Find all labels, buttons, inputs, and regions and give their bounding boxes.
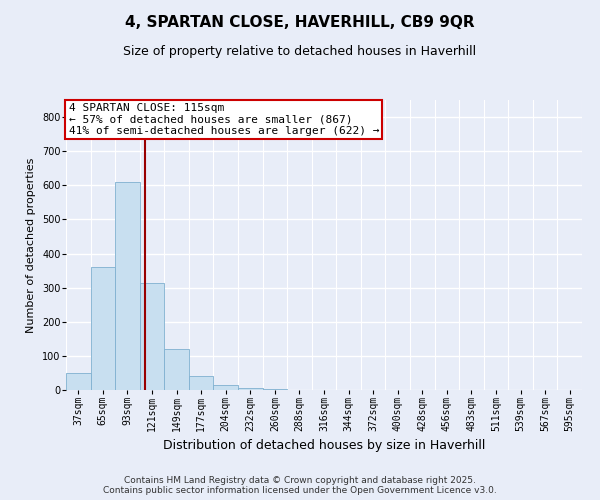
Text: Contains HM Land Registry data © Crown copyright and database right 2025.
Contai: Contains HM Land Registry data © Crown c…: [103, 476, 497, 495]
Text: Size of property relative to detached houses in Haverhill: Size of property relative to detached ho…: [124, 45, 476, 58]
Y-axis label: Number of detached properties: Number of detached properties: [26, 158, 37, 332]
Bar: [189, 376, 214, 390]
Text: 4, SPARTAN CLOSE, HAVERHILL, CB9 9QR: 4, SPARTAN CLOSE, HAVERHILL, CB9 9QR: [125, 15, 475, 30]
Bar: [164, 349, 189, 390]
X-axis label: Distribution of detached houses by size in Haverhill: Distribution of detached houses by size …: [163, 439, 485, 452]
Bar: [91, 267, 115, 390]
Bar: [66, 373, 91, 390]
Bar: [115, 182, 140, 390]
Bar: [238, 388, 263, 390]
Text: 4 SPARTAN CLOSE: 115sqm
← 57% of detached houses are smaller (867)
41% of semi-d: 4 SPARTAN CLOSE: 115sqm ← 57% of detache…: [68, 103, 379, 136]
Bar: [140, 282, 164, 390]
Bar: [214, 385, 238, 390]
